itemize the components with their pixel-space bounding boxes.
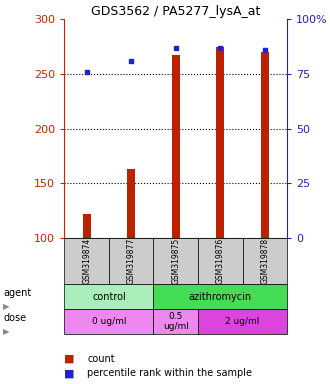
Point [84, 69, 89, 75]
Text: GSM319874: GSM319874 [82, 238, 91, 284]
Text: dose: dose [3, 313, 26, 323]
Point [218, 45, 223, 51]
Bar [64, 238, 109, 284]
Text: 0.5
ug/ml: 0.5 ug/ml [163, 312, 189, 331]
Bar [109, 238, 153, 284]
Point [173, 45, 179, 51]
Text: 0 ug/ml: 0 ug/ml [92, 317, 126, 326]
Text: azithromycin: azithromycin [189, 291, 252, 302]
Text: 2 ug/ml: 2 ug/ml [225, 317, 260, 326]
Text: count: count [87, 354, 115, 364]
Text: control: control [92, 291, 126, 302]
Text: ▶: ▶ [3, 302, 10, 311]
Text: GSM319877: GSM319877 [127, 238, 136, 284]
Bar [82, 214, 91, 238]
Point [129, 58, 134, 64]
Bar [216, 46, 224, 238]
Point [262, 47, 268, 53]
Text: ▶: ▶ [3, 327, 10, 336]
Text: ■: ■ [64, 354, 75, 364]
Text: GSM319875: GSM319875 [171, 238, 180, 284]
Bar [127, 169, 135, 238]
Title: GDS3562 / PA5277_lysA_at: GDS3562 / PA5277_lysA_at [91, 5, 260, 18]
Bar [172, 55, 180, 238]
Bar [64, 309, 153, 334]
Bar [153, 238, 198, 284]
Bar [198, 238, 243, 284]
Text: ■: ■ [64, 368, 75, 378]
Text: GSM319876: GSM319876 [216, 238, 225, 284]
Text: GSM319878: GSM319878 [260, 238, 269, 284]
Text: agent: agent [3, 288, 32, 298]
Bar [198, 309, 287, 334]
Text: percentile rank within the sample: percentile rank within the sample [87, 368, 252, 378]
Bar [261, 52, 269, 238]
Bar [243, 238, 287, 284]
Bar [153, 284, 287, 309]
Bar [64, 284, 153, 309]
Bar [153, 309, 198, 334]
